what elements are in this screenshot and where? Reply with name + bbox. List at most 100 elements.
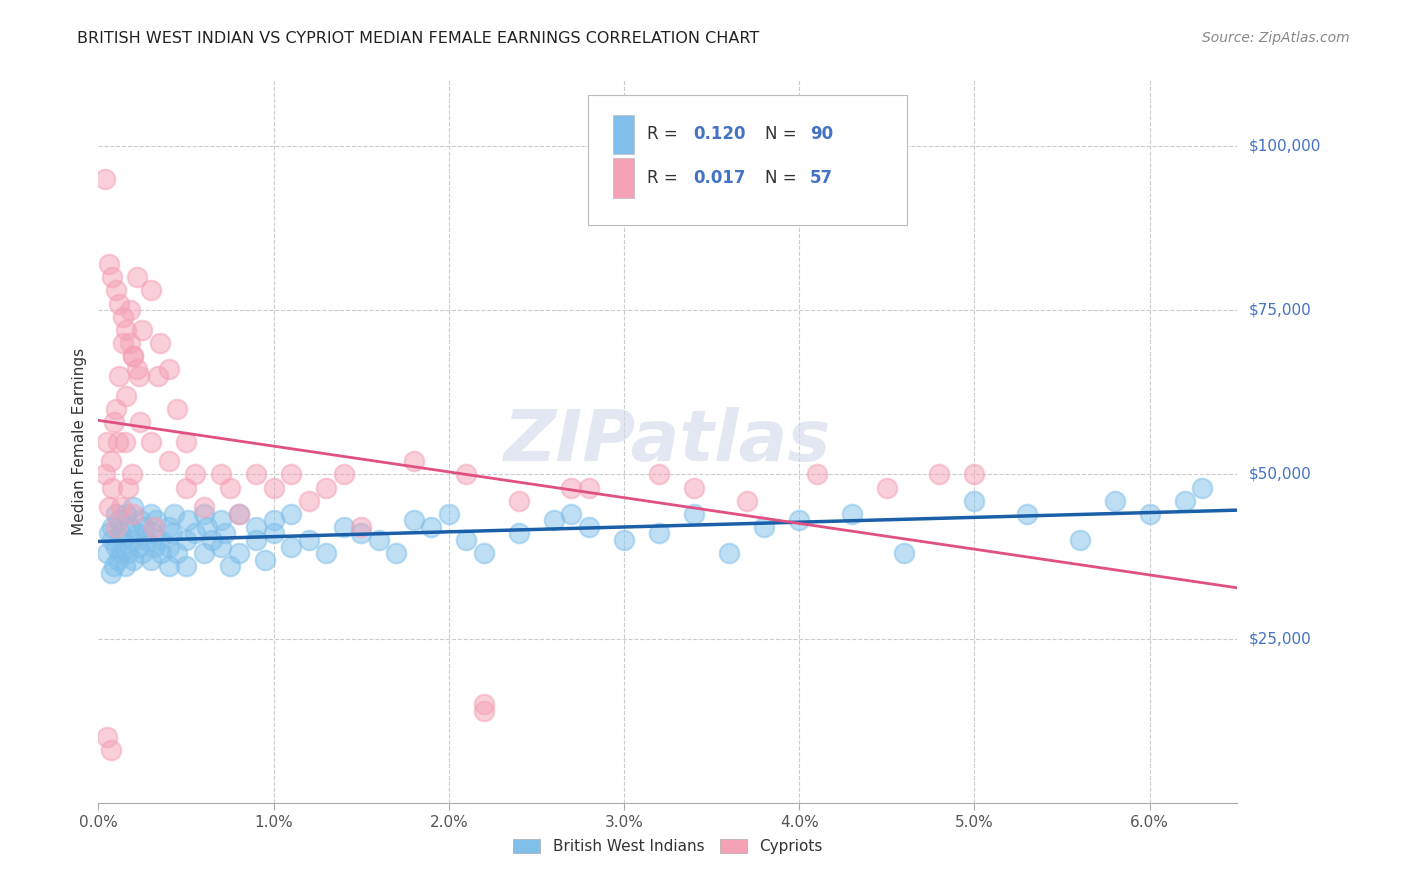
Point bbox=[108, 513, 131, 527]
Point bbox=[128, 368, 150, 383]
Point bbox=[157, 559, 180, 574]
Point bbox=[332, 520, 354, 534]
Point bbox=[104, 401, 127, 416]
Point bbox=[122, 349, 145, 363]
Point bbox=[104, 284, 127, 298]
Point bbox=[174, 533, 197, 547]
Point bbox=[174, 481, 197, 495]
Point bbox=[472, 698, 495, 712]
Point bbox=[107, 434, 129, 449]
Point bbox=[184, 526, 207, 541]
Point bbox=[263, 526, 285, 541]
Point bbox=[139, 434, 162, 449]
Point bbox=[245, 533, 267, 547]
Text: 57: 57 bbox=[810, 169, 834, 186]
Point bbox=[97, 526, 120, 541]
Point bbox=[128, 540, 150, 554]
Point bbox=[350, 526, 373, 541]
Point bbox=[111, 533, 134, 547]
Legend: British West Indians, Cypriots: British West Indians, Cypriots bbox=[508, 833, 828, 860]
Point bbox=[101, 270, 124, 285]
Point bbox=[218, 481, 240, 495]
Point bbox=[218, 559, 240, 574]
Point bbox=[193, 500, 215, 515]
Point bbox=[214, 526, 236, 541]
Point bbox=[402, 513, 425, 527]
Point bbox=[578, 481, 600, 495]
Point bbox=[166, 401, 188, 416]
Point bbox=[125, 362, 148, 376]
Point bbox=[96, 434, 118, 449]
Point bbox=[367, 533, 389, 547]
Point bbox=[118, 520, 141, 534]
Point bbox=[245, 467, 267, 482]
Point bbox=[111, 336, 134, 351]
Point bbox=[131, 546, 153, 560]
Point bbox=[96, 546, 118, 560]
Point bbox=[139, 507, 162, 521]
Point bbox=[145, 513, 167, 527]
Point bbox=[103, 559, 125, 574]
Point bbox=[100, 743, 122, 757]
Point bbox=[456, 533, 478, 547]
Point bbox=[174, 434, 197, 449]
Point bbox=[193, 546, 215, 560]
Point bbox=[560, 481, 582, 495]
Point bbox=[683, 507, 706, 521]
Point bbox=[143, 520, 166, 534]
Point bbox=[163, 507, 186, 521]
Point bbox=[735, 493, 758, 508]
Point bbox=[122, 349, 145, 363]
Point bbox=[1069, 533, 1091, 547]
Y-axis label: Median Female Earnings: Median Female Earnings bbox=[72, 348, 87, 535]
Point bbox=[228, 546, 250, 560]
Point bbox=[806, 467, 828, 482]
Point bbox=[280, 467, 302, 482]
Point bbox=[193, 507, 215, 521]
Point bbox=[787, 513, 810, 527]
Point bbox=[1104, 493, 1126, 508]
Point bbox=[893, 546, 915, 560]
Point bbox=[350, 520, 373, 534]
Point bbox=[110, 526, 132, 541]
Point bbox=[578, 520, 600, 534]
Point bbox=[472, 546, 495, 560]
Point bbox=[122, 500, 145, 515]
Point bbox=[177, 513, 200, 527]
Point bbox=[1015, 507, 1038, 521]
Text: R =: R = bbox=[647, 169, 683, 186]
Point bbox=[648, 467, 671, 482]
Point bbox=[143, 540, 166, 554]
Point bbox=[402, 454, 425, 468]
Point bbox=[157, 454, 180, 468]
Point bbox=[963, 467, 986, 482]
Point bbox=[104, 540, 127, 554]
Text: 0.120: 0.120 bbox=[693, 126, 745, 144]
Text: $75,000: $75,000 bbox=[1249, 302, 1312, 318]
Text: N =: N = bbox=[765, 169, 801, 186]
Text: Source: ZipAtlas.com: Source: ZipAtlas.com bbox=[1202, 31, 1350, 45]
Point bbox=[437, 507, 460, 521]
Point bbox=[115, 507, 138, 521]
Point bbox=[108, 296, 131, 310]
Point bbox=[129, 513, 152, 527]
Point bbox=[115, 323, 138, 337]
Point bbox=[195, 520, 218, 534]
Point bbox=[315, 546, 337, 560]
Point bbox=[1139, 507, 1161, 521]
Point bbox=[280, 540, 302, 554]
Point bbox=[101, 481, 124, 495]
Text: N =: N = bbox=[765, 126, 801, 144]
Point bbox=[135, 533, 157, 547]
Point bbox=[385, 546, 408, 560]
Point bbox=[149, 336, 172, 351]
Point bbox=[110, 500, 132, 515]
Point bbox=[139, 553, 162, 567]
Point bbox=[157, 362, 180, 376]
Point bbox=[420, 520, 443, 534]
Point bbox=[332, 467, 354, 482]
Point bbox=[100, 454, 122, 468]
Point bbox=[101, 520, 124, 534]
Point bbox=[228, 507, 250, 521]
Point bbox=[298, 533, 321, 547]
